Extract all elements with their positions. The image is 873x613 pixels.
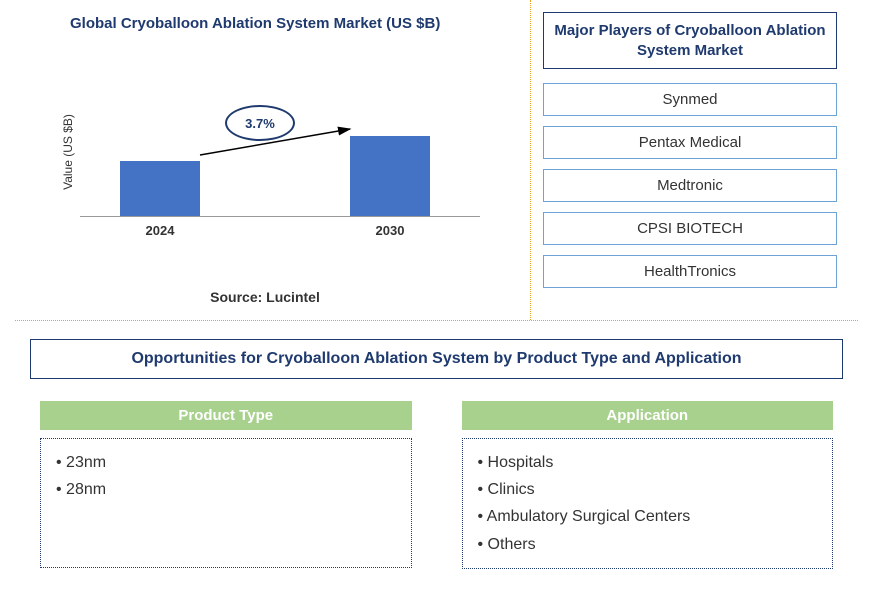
opportunity-item: • 28nm bbox=[56, 476, 396, 503]
opportunity-item: • Hospitals bbox=[478, 449, 818, 476]
opportunities-columns: Product Type • 23nm• 28nm Application • Hos… bbox=[30, 401, 843, 569]
chart-bar bbox=[120, 161, 200, 216]
chart-panel: Global Cryoballoon Ablation System Marke… bbox=[0, 0, 530, 320]
top-section: Global Cryoballoon Ablation System Marke… bbox=[0, 0, 873, 320]
source-attribution: Source: Lucintel bbox=[210, 289, 320, 305]
player-item: Medtronic bbox=[543, 169, 837, 202]
player-item: HealthTronics bbox=[543, 255, 837, 288]
chart-bar-label: 2030 bbox=[350, 223, 430, 238]
player-item: Pentax Medical bbox=[543, 126, 837, 159]
opportunity-item: • 23nm bbox=[56, 449, 396, 476]
opportunity-column-header: Product Type bbox=[40, 401, 412, 430]
player-item: Synmed bbox=[543, 83, 837, 116]
players-header: Major Players of Cryoballoon Ablation Sy… bbox=[543, 12, 837, 69]
opportunity-item: • Others bbox=[478, 531, 818, 558]
opportunity-item: • Clinics bbox=[478, 476, 818, 503]
opportunity-column-body: • 23nm• 28nm bbox=[40, 438, 412, 568]
opportunity-item: • Ambulatory Surgical Centers bbox=[478, 503, 818, 530]
chart-bar-label: 2024 bbox=[120, 223, 200, 238]
opportunity-column-body: • Hospitals• Clinics• Ambulatory Surgica… bbox=[462, 438, 834, 569]
players-panel: Major Players of Cryoballoon Ablation Sy… bbox=[530, 0, 855, 320]
opportunity-column: Application • Hospitals• Clinics• Ambulat… bbox=[462, 401, 834, 569]
player-item: CPSI BIOTECH bbox=[543, 212, 837, 245]
opportunity-column-header: Application bbox=[462, 401, 834, 430]
growth-rate-badge: 3.7% bbox=[225, 105, 295, 141]
y-axis-label: Value (US $B) bbox=[61, 114, 75, 190]
opportunities-header: Opportunities for Cryoballoon Ablation S… bbox=[30, 339, 843, 379]
growth-rate-value: 3.7% bbox=[245, 116, 275, 131]
chart-bar bbox=[350, 136, 430, 216]
bars-container: 3.7% 20242030 bbox=[80, 87, 480, 217]
opportunity-column: Product Type • 23nm• 28nm bbox=[40, 401, 412, 569]
players-list: Synmed Pentax Medical Medtronic CPSI BIOTEC… bbox=[543, 83, 837, 288]
chart-title: Global Cryoballoon Ablation System Marke… bbox=[70, 15, 510, 32]
opportunities-section: Opportunities for Cryoballoon Ablation S… bbox=[0, 321, 873, 587]
bar-chart: Value (US $B) 3.7% 20242030 bbox=[80, 62, 480, 242]
